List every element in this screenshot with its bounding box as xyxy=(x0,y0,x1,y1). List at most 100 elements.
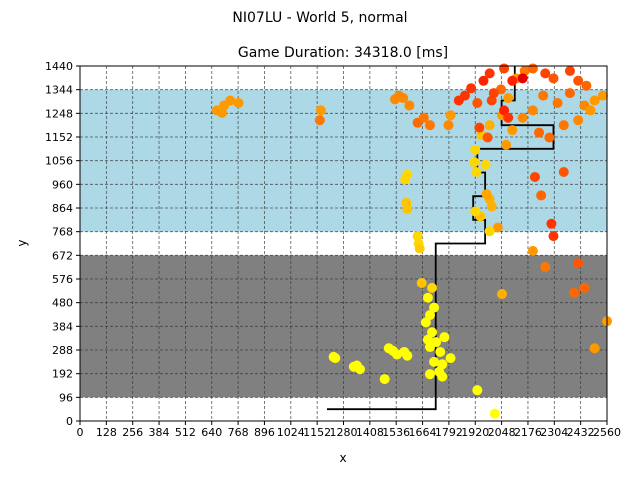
point-99 xyxy=(579,282,590,293)
y-tick-label-13: 1248 xyxy=(45,107,73,120)
point-1 xyxy=(330,353,341,364)
x-tick-label-1: 128 xyxy=(96,426,117,439)
point-29 xyxy=(472,385,483,396)
point-39 xyxy=(470,206,481,217)
point-110 xyxy=(418,112,429,123)
point-76 xyxy=(453,95,464,106)
point-45 xyxy=(469,157,480,168)
y-tick-label-2: 192 xyxy=(52,368,73,381)
point-119 xyxy=(233,97,244,108)
point-96 xyxy=(540,261,551,272)
point-82 xyxy=(486,95,497,106)
point-57 xyxy=(552,97,563,108)
data-points xyxy=(211,63,612,419)
point-77 xyxy=(466,83,477,94)
x-tick-label-17: 2176 xyxy=(514,426,542,439)
point-14 xyxy=(427,327,438,338)
x-tick-label-18: 2304 xyxy=(540,426,568,439)
point-25 xyxy=(416,277,427,288)
point-52 xyxy=(501,139,512,150)
chart-title: Game Duration: 34318.0 [ms] xyxy=(238,45,448,61)
point-43 xyxy=(480,159,491,170)
point-114 xyxy=(315,105,326,116)
x-tick-label-12: 1536 xyxy=(382,426,410,439)
point-102 xyxy=(497,289,508,300)
x-tick-label-20: 2560 xyxy=(593,426,621,439)
y-tick-label-5: 480 xyxy=(52,297,73,310)
point-42 xyxy=(481,189,492,200)
y-axis-ticks: 0 96 192 288 384 480 576 672 768 864 960 1056 1152 12… xyxy=(45,60,80,428)
point-73 xyxy=(573,75,584,86)
x-tick-label-3: 384 xyxy=(149,426,170,439)
x-tick-label-10: 1280 xyxy=(330,426,358,439)
point-90 xyxy=(529,171,540,182)
x-tick-label-2: 256 xyxy=(122,426,143,439)
x-tick-label-15: 1920 xyxy=(461,426,489,439)
point-63 xyxy=(573,115,584,126)
x-tick-label-14: 1792 xyxy=(435,426,463,439)
y-tick-label-7: 672 xyxy=(52,249,73,262)
point-83 xyxy=(499,105,510,116)
point-22 xyxy=(429,302,440,313)
point-98 xyxy=(569,287,580,298)
point-54 xyxy=(517,112,528,123)
point-21 xyxy=(424,309,435,320)
y-tick-label-14: 1344 xyxy=(45,84,73,97)
point-20 xyxy=(420,317,431,328)
point-37 xyxy=(402,203,413,214)
point-56 xyxy=(538,90,549,101)
point-58 xyxy=(564,88,575,99)
x-tick-label-7: 896 xyxy=(254,426,275,439)
point-92 xyxy=(546,218,557,229)
point-66 xyxy=(534,127,545,138)
point-120 xyxy=(211,105,222,116)
y-axis-label: y xyxy=(15,239,29,246)
x-tick-label-6: 768 xyxy=(228,426,249,439)
point-86 xyxy=(517,73,528,84)
chart-suptitle: NI07LU - World 5, normal xyxy=(232,10,407,26)
x-tick-label-19: 2432 xyxy=(567,426,595,439)
point-5 xyxy=(379,374,390,385)
y-tick-label-8: 768 xyxy=(52,226,73,239)
point-95 xyxy=(527,245,538,256)
point-84 xyxy=(503,112,514,123)
point-115 xyxy=(314,115,325,126)
point-81 xyxy=(472,97,483,108)
y-tick-label-10: 960 xyxy=(52,178,73,191)
point-111 xyxy=(424,120,435,131)
x-axis-label: x xyxy=(339,451,346,465)
point-93 xyxy=(548,231,559,242)
point-78 xyxy=(478,75,489,86)
point-33 xyxy=(414,243,425,254)
point-55 xyxy=(527,105,538,116)
x-tick-label-11: 1408 xyxy=(356,426,384,439)
point-65 xyxy=(544,132,555,143)
point-91 xyxy=(536,190,547,201)
y-tick-label-4: 384 xyxy=(52,320,73,333)
point-72 xyxy=(564,65,575,76)
x-tick-label-9: 1152 xyxy=(303,426,331,439)
point-97 xyxy=(573,258,584,269)
point-15 xyxy=(431,337,442,348)
point-41 xyxy=(486,201,497,212)
y-tick-label-15: 1440 xyxy=(45,60,73,73)
point-19 xyxy=(424,369,435,380)
point-118 xyxy=(225,95,236,106)
y-tick-label-12: 1152 xyxy=(45,131,73,144)
point-100 xyxy=(589,343,600,354)
y-tick-label-3: 288 xyxy=(52,344,73,357)
point-24 xyxy=(427,282,438,293)
x-axis-ticks: 0 128 256 384 512 640 768 896 102411521280140815… xyxy=(77,421,621,439)
point-30 xyxy=(489,408,500,419)
point-27 xyxy=(445,353,456,364)
point-12 xyxy=(429,356,440,367)
point-88 xyxy=(482,132,493,143)
point-108 xyxy=(404,100,415,111)
point-31 xyxy=(412,231,423,242)
point-26 xyxy=(439,332,450,343)
point-104 xyxy=(484,226,495,237)
point-53 xyxy=(507,125,518,136)
point-69 xyxy=(527,63,538,74)
